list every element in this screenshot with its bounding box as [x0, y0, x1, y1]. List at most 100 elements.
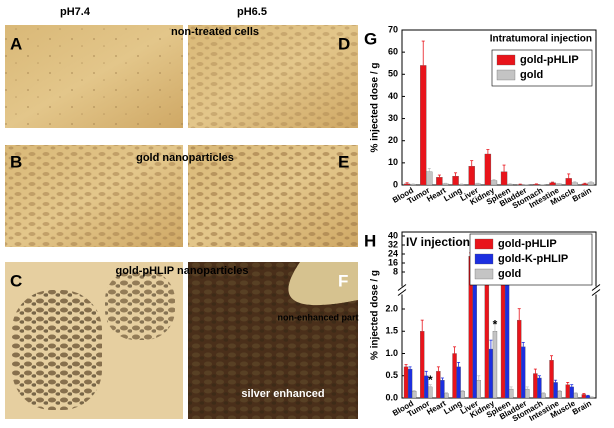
- bar: [461, 391, 465, 398]
- row-label: gold-pHLIP nanoparticles: [115, 265, 248, 277]
- bar: [501, 172, 507, 185]
- panel-letter: D: [338, 34, 350, 53]
- bar: [412, 391, 416, 398]
- bar: [574, 394, 578, 398]
- row-label: gold nanoparticles: [136, 152, 234, 164]
- x-tick-label: Brain: [571, 186, 593, 204]
- bar: [554, 382, 558, 398]
- bar: [404, 184, 410, 185]
- legend-swatch: [497, 55, 515, 65]
- bar: [582, 184, 588, 185]
- bar: [517, 320, 521, 398]
- bar: [491, 181, 497, 185]
- bar: [453, 176, 459, 185]
- annotation: *: [428, 373, 433, 387]
- panel-letter: C: [10, 271, 22, 290]
- bar: [558, 391, 562, 398]
- bar: [428, 387, 432, 398]
- panel-letter: A: [10, 34, 22, 53]
- y-tick-label: 0.0: [385, 392, 398, 402]
- y-tick-label: 50: [388, 69, 398, 79]
- bar: [566, 178, 572, 185]
- bar: [444, 394, 448, 398]
- axis-break: [398, 287, 600, 295]
- bar: [507, 184, 513, 185]
- bar: [521, 347, 525, 398]
- y-tick-label: 0: [393, 179, 398, 189]
- bar: [440, 380, 444, 398]
- bar: [586, 396, 590, 398]
- bar: [436, 371, 440, 398]
- annotation: *: [493, 317, 498, 331]
- bar: [420, 65, 426, 185]
- bar: [525, 389, 529, 398]
- bar: [582, 394, 586, 398]
- bar: [509, 389, 513, 398]
- bar: [550, 360, 554, 398]
- y-axis-label: % injected dose / g: [370, 270, 381, 360]
- y-tick-label: 2.0: [385, 303, 398, 313]
- micrographs: [5, 25, 358, 419]
- bar: [475, 184, 481, 185]
- chart-title: IV injection: [406, 235, 470, 249]
- bar: [566, 385, 570, 398]
- y-tick-label: 40: [388, 230, 398, 240]
- row-label: non-treated cells: [171, 26, 259, 38]
- bar: [537, 378, 541, 398]
- bar: [570, 387, 574, 398]
- bar: [590, 397, 594, 398]
- bar: [453, 354, 457, 399]
- bar: [426, 172, 432, 185]
- legend-label: gold-K-pHLIP: [498, 253, 568, 265]
- legend-swatch: [475, 239, 493, 249]
- y-tick-label: 70: [388, 24, 398, 34]
- panel-letter: B: [10, 152, 22, 171]
- bar: [408, 369, 412, 398]
- bar: [404, 367, 408, 398]
- panel-letter: H: [364, 231, 376, 250]
- y-axis-label: % injected dose / g: [370, 62, 381, 152]
- y-tick-label: 8: [393, 266, 398, 276]
- bar: [436, 177, 442, 185]
- bar: [556, 184, 562, 185]
- column-label: pH6.5: [237, 6, 267, 18]
- annotation: non-enhanced part: [277, 312, 358, 322]
- bar: [501, 270, 505, 398]
- y-tick-label: 16: [388, 257, 398, 267]
- y-tick-label: 10: [388, 157, 398, 167]
- y-tick-label: 24: [388, 248, 398, 258]
- y-tick-label: 32: [388, 239, 398, 249]
- y-tick-label: 0.5: [385, 370, 398, 380]
- panel-letter: G: [364, 29, 377, 48]
- legend-label: gold: [498, 268, 521, 280]
- y-tick-label: 20: [388, 135, 398, 145]
- bar: [410, 184, 416, 185]
- legend-label: gold-pHLIP: [520, 54, 579, 66]
- legend-swatch: [475, 269, 493, 279]
- bar: [550, 183, 556, 185]
- chart-title: Intratumoral injection: [490, 34, 592, 45]
- legend-swatch: [475, 254, 493, 264]
- y-tick-label: 40: [388, 91, 398, 101]
- legend-label: gold: [520, 69, 543, 81]
- y-tick-label: 30: [388, 113, 398, 123]
- bar: [420, 331, 424, 398]
- bar: [459, 184, 465, 185]
- x-tick-label: Brain: [571, 399, 593, 417]
- panel-letter: E: [338, 152, 349, 171]
- y-tick-label: 1.5: [385, 326, 398, 336]
- bar: [533, 374, 537, 398]
- column-label: pH7.4: [60, 6, 91, 18]
- bar: [493, 331, 497, 398]
- legend-swatch: [497, 70, 515, 80]
- bar: [477, 380, 481, 398]
- y-tick-label: 1.0: [385, 348, 398, 358]
- bar: [541, 394, 545, 398]
- bar: [489, 349, 493, 398]
- bar: [469, 166, 475, 185]
- bar: [442, 184, 448, 185]
- annotation: silver enhanced: [241, 388, 324, 400]
- bar: [533, 184, 539, 185]
- legend-label: gold-pHLIP: [498, 238, 557, 250]
